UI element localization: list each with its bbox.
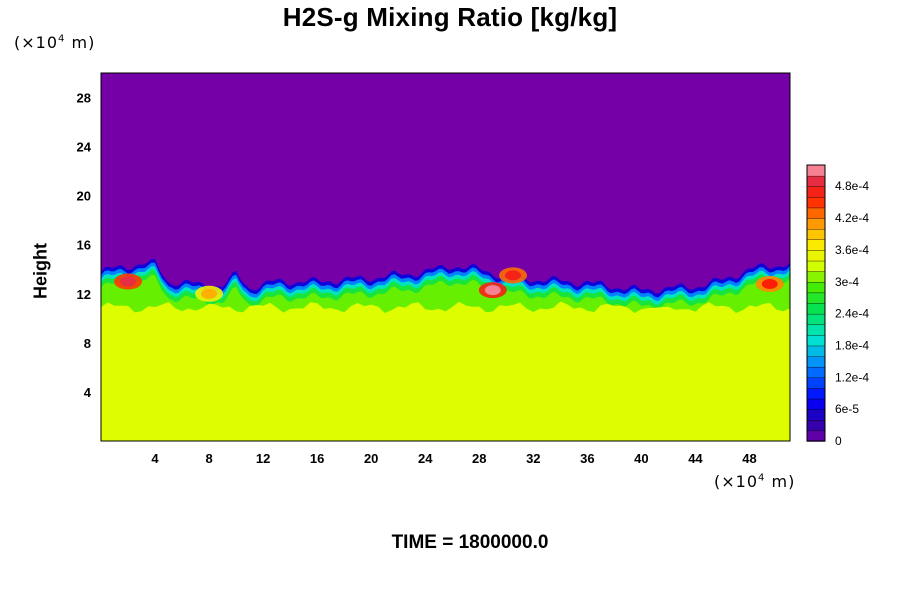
colorbar-swatch [806, 398, 826, 410]
x-tick-label: 8 [205, 451, 212, 466]
colorbar-swatch [806, 175, 826, 187]
x-tick-label: 36 [580, 451, 594, 466]
x-tick-label: 16 [310, 451, 324, 466]
colorbar-swatch [806, 217, 826, 230]
y-tick-label: 16 [77, 238, 91, 253]
high-value-patch [120, 276, 137, 287]
colorbar-swatch [806, 186, 826, 198]
colorbar-swatch [806, 249, 826, 262]
chart-title: H2S-g Mixing Ratio [kg/kg] [282, 2, 618, 32]
x-tick-label: 12 [256, 451, 270, 466]
time-label: TIME = 1800000.0 [391, 532, 549, 553]
colorbar-swatch [806, 355, 826, 368]
colorbar-tick-label: 0 [835, 434, 842, 448]
colorbar-tick-label: 6e-5 [835, 402, 859, 416]
colorbar-tick-label: 1.2e-4 [835, 370, 869, 384]
y-tick-label: 24 [77, 140, 92, 155]
colorbar-swatch [806, 430, 826, 442]
colorbar-tick-label: 2.4e-4 [835, 307, 869, 321]
colorbar-swatch [806, 345, 826, 357]
x-tick-label: 4 [151, 451, 159, 466]
colorbar-swatch [806, 313, 826, 325]
colorbar-swatch [806, 239, 826, 251]
y-tick-label: 4 [84, 385, 92, 400]
colorbar-swatch [806, 419, 826, 432]
x-tick-label: 28 [472, 451, 486, 466]
colorbar-swatch [806, 270, 826, 283]
high-value-patch [484, 285, 501, 296]
colorbar-swatch [806, 302, 826, 315]
colorbar-swatch [806, 366, 826, 379]
colorbar-swatch [806, 281, 826, 294]
colorbar-swatch [806, 207, 826, 219]
colorbar-swatch [806, 292, 826, 304]
y-tick-label: 8 [84, 336, 91, 351]
x-tick-label: 20 [364, 451, 378, 466]
high-value-patch [761, 278, 778, 289]
field-lower-region [101, 301, 790, 441]
x-axis-unit: (×104 m) [714, 472, 796, 491]
colorbar-tick-label: 4.8e-4 [835, 179, 869, 193]
colorbar-swatch [806, 324, 826, 336]
x-tick-label: 24 [418, 451, 433, 466]
y-tick-label: 20 [77, 189, 91, 204]
colorbar-swatch [806, 377, 826, 389]
colorbar-frame [806, 164, 826, 442]
colorbar-swatch [806, 228, 826, 241]
y-tick-label: 28 [77, 91, 91, 106]
high-value-patch [201, 288, 218, 299]
x-tick-label: 44 [688, 451, 703, 466]
y-tick-label: 12 [77, 287, 91, 302]
colorbar-swatch [806, 260, 826, 272]
colorbar-swatch [806, 408, 826, 421]
colorbar-tick-label: 3e-4 [835, 275, 859, 289]
colorbar-swatch [806, 387, 826, 400]
high-value-patch [505, 270, 522, 281]
colorbar-tick-label: 4.2e-4 [835, 211, 869, 225]
colorbar-tick-label: 3.6e-4 [835, 243, 869, 257]
colorbar-tick-label: 1.8e-4 [835, 338, 869, 352]
x-tick-label: 32 [526, 451, 540, 466]
y-axis-unit: (×104 m) [14, 33, 96, 52]
colorbar-swatch [806, 334, 826, 347]
plot-frame [100, 72, 791, 442]
x-tick-label: 48 [742, 451, 756, 466]
colorbar-swatch [806, 164, 826, 177]
x-tick-label: 40 [634, 451, 648, 466]
colorbar-swatch [806, 196, 826, 209]
